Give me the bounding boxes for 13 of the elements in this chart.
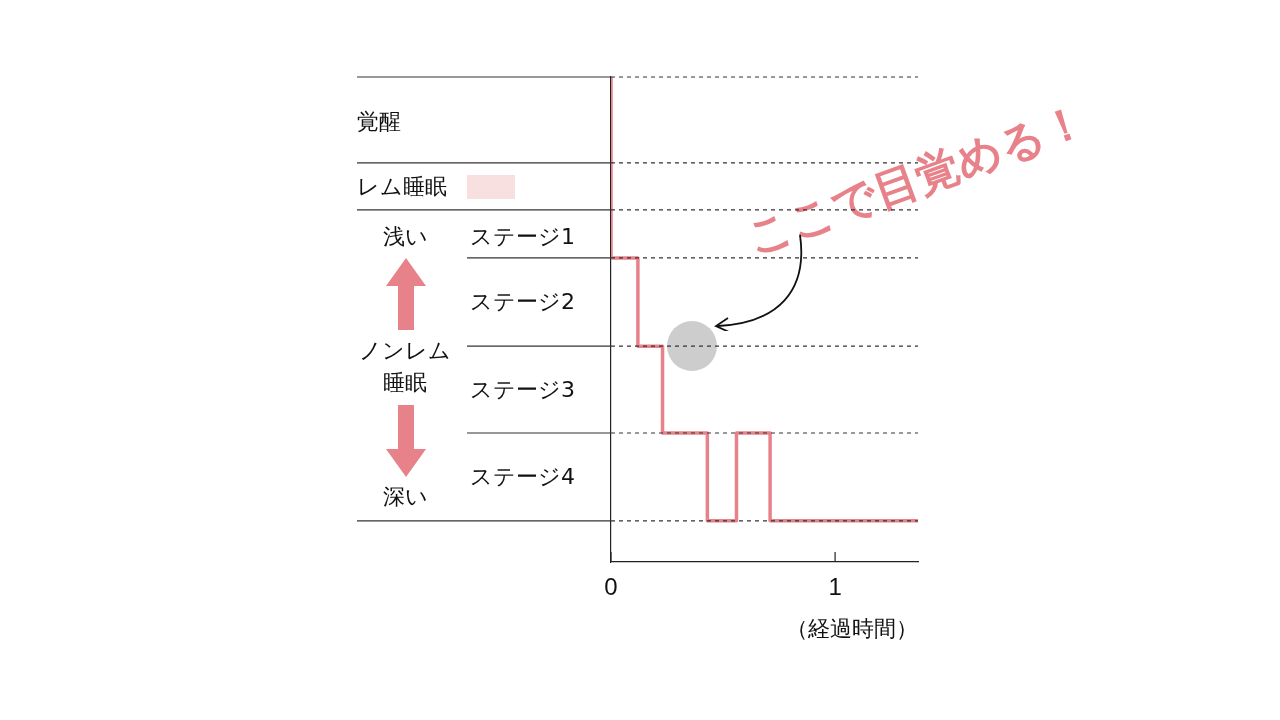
- text: レム睡眠: [357, 173, 447, 201]
- x-tick-label: 1: [828, 573, 842, 601]
- text: ステージ1: [470, 223, 575, 251]
- text: 覚醒: [357, 108, 401, 136]
- text: ステージ4: [470, 463, 575, 491]
- x-tick-label: 0: [604, 573, 618, 601]
- text: ステージ3: [470, 376, 575, 404]
- annotation: ここで目覚める！: [738, 92, 1094, 266]
- text: 深い: [382, 483, 428, 511]
- text: ステージ2: [470, 288, 575, 316]
- x-axis-title: （経過時間）: [786, 615, 918, 641]
- text: 浅い: [382, 223, 428, 251]
- text: ノンレム睡眠: [358, 337, 452, 397]
